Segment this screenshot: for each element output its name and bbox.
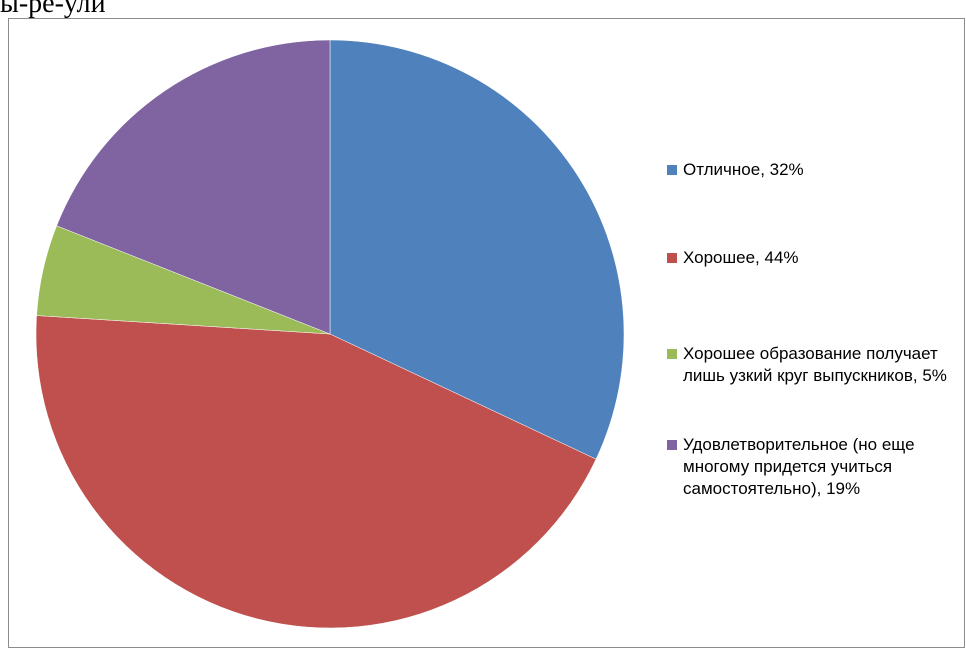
page-header-fragment: ы-ре-ули: [0, 0, 106, 19]
legend-item-good: Хорошее, 44%: [667, 247, 953, 269]
chart-frame: Отличное, 32% Хорошее, 44% Хорошее образ…: [8, 18, 965, 648]
legend-label-narrow-circle: Хорошее образование получает лишь узкий …: [683, 344, 947, 385]
pie-slice-excellent: [329, 39, 625, 460]
legend-item-satisfactory: Удовлетворительное (но еще многому приде…: [667, 434, 953, 500]
pie-slice-good: [35, 315, 597, 629]
legend-swatch-narrow-circle: [667, 349, 677, 359]
legend-item-excellent: Отличное, 32%: [667, 159, 953, 181]
legend-swatch-satisfactory: [667, 440, 677, 450]
legend-swatch-excellent: [667, 165, 677, 175]
legend-label-good: Хорошее, 44%: [683, 248, 799, 267]
legend-swatch-good: [667, 253, 677, 263]
legend-label-excellent: Отличное, 32%: [683, 160, 804, 179]
pie-slice-satisfactory: [56, 39, 331, 335]
pie-chart: [35, 39, 625, 629]
legend-label-satisfactory: Удовлетворительное (но еще многому приде…: [683, 435, 915, 498]
legend-item-narrow-circle: Хорошее образование получает лишь узкий …: [667, 343, 953, 387]
